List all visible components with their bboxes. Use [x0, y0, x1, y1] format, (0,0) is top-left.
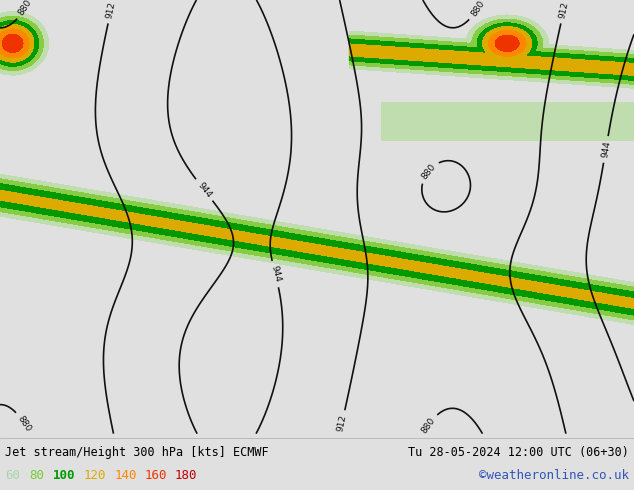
Text: 80: 80 [29, 468, 44, 482]
Text: 944: 944 [600, 140, 612, 159]
Text: 944: 944 [269, 265, 281, 283]
Text: 880: 880 [16, 414, 33, 433]
Text: 120: 120 [84, 468, 106, 482]
Text: 880: 880 [420, 416, 437, 435]
Text: 912: 912 [557, 1, 570, 20]
Text: 880: 880 [469, 0, 486, 18]
Text: 60: 60 [5, 468, 20, 482]
Text: ©weatheronline.co.uk: ©weatheronline.co.uk [479, 468, 629, 482]
Text: Tu 28-05-2024 12:00 UTC (06+30): Tu 28-05-2024 12:00 UTC (06+30) [408, 446, 629, 459]
Text: 100: 100 [53, 468, 75, 482]
Text: 180: 180 [175, 468, 197, 482]
Text: 912: 912 [335, 414, 348, 433]
Text: 140: 140 [114, 468, 136, 482]
Text: 912: 912 [105, 1, 117, 20]
Text: 160: 160 [145, 468, 167, 482]
Text: 944: 944 [195, 180, 213, 199]
Text: 880: 880 [420, 162, 437, 181]
Text: 880: 880 [17, 0, 34, 18]
Text: Jet stream/Height 300 hPa [kts] ECMWF: Jet stream/Height 300 hPa [kts] ECMWF [5, 446, 269, 459]
